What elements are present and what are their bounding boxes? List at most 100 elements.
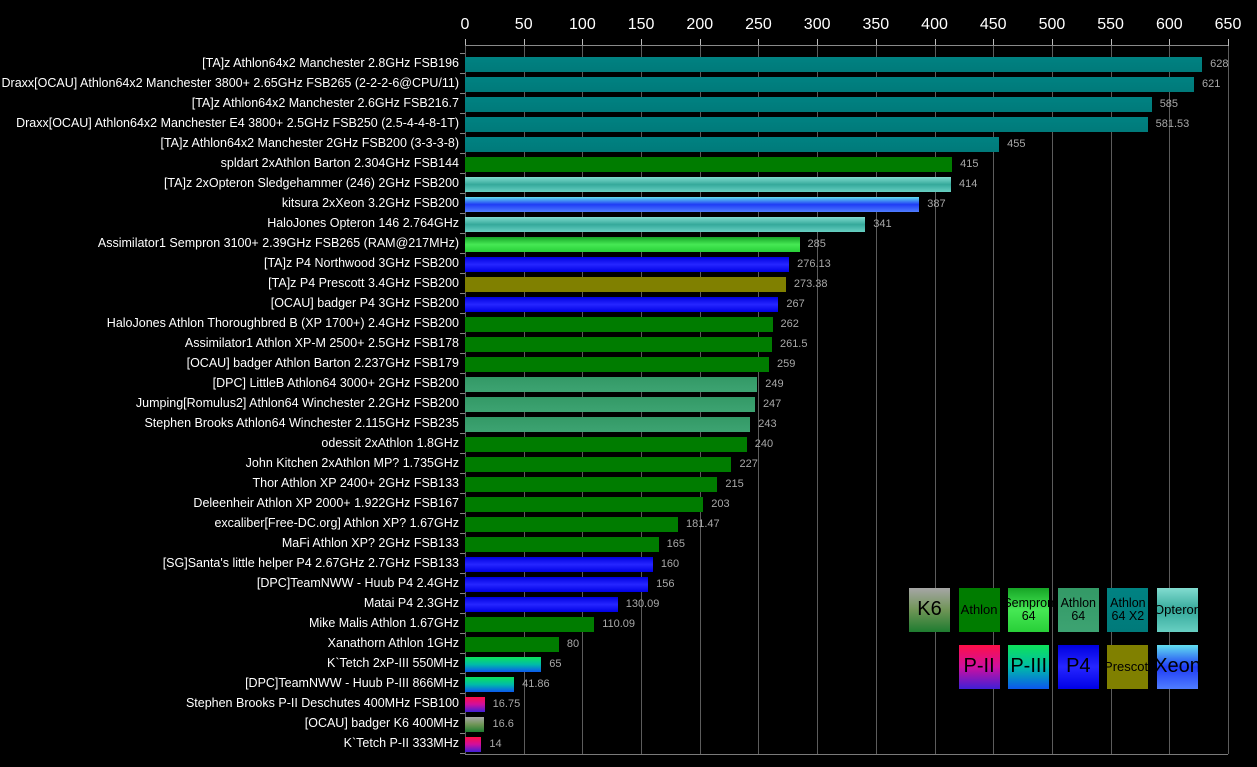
x-tick-mark (875, 39, 877, 46)
row-label: [TA]z Athlon64x2 Manchester 2.8GHz FSB19… (202, 56, 459, 70)
row-boundary-tick (460, 733, 465, 734)
bar (465, 736, 482, 752)
row-boundary-tick (460, 313, 465, 314)
row-label: MaFi Athlon XP? 2GHz FSB133 (281, 536, 459, 550)
row-label: [OCAU] badger K6 400MHz (304, 716, 459, 730)
gridline (1110, 46, 1112, 754)
row-boundary-tick (460, 533, 465, 534)
bar-row: 156 (465, 574, 1228, 594)
legend-label: 64 (1071, 609, 1086, 623)
row-label: [TA]z P4 Prescott 3.4GHz FSB200 (268, 276, 459, 290)
row-label: [SG]Santa's little helper P4 2.67GHz 2.7… (162, 556, 459, 570)
legend-label: Prescott (1104, 658, 1152, 674)
bar (465, 216, 866, 232)
legend-label: Opteron (1154, 601, 1201, 617)
x-tick-mark (1051, 39, 1053, 46)
bar-row: 160 (465, 554, 1228, 574)
bar-row: 16.6 (465, 714, 1228, 734)
bar-value: 259 (777, 358, 796, 370)
bar-row: 240 (465, 434, 1228, 454)
bar-value: 387 (927, 198, 946, 210)
x-axis: 0 50 100 150 200 250 300 350 400 450 500 550 600 650 (461, 12, 1241, 46)
bar (465, 276, 786, 292)
bar (465, 696, 485, 712)
legend-item-k6: K6 (909, 588, 950, 632)
row-boundary-tick (460, 513, 465, 514)
row-boundary-tick (460, 633, 465, 634)
bar (465, 336, 772, 352)
row-label: John Kitchen 2xAthlon MP? 1.735GHz (245, 456, 459, 470)
bar (465, 176, 951, 192)
bar-row: 16.75 (465, 694, 1228, 714)
bar (465, 376, 758, 392)
bar-value: 165 (666, 538, 686, 550)
row-label: kitsura 2xXeon 3.2GHz FSB200 (281, 196, 459, 210)
x-tick-mark (699, 39, 701, 46)
bar-row: 165 (465, 534, 1228, 554)
x-tick-mark (1110, 39, 1112, 46)
x-tick-mark (758, 39, 760, 46)
row-boundary-tick (460, 473, 465, 474)
x-tick-label: 100 (569, 16, 596, 33)
row-boundary-tick (460, 273, 465, 274)
row-boundary-tick (460, 373, 465, 374)
legend-item-p2: P-II (958, 645, 1000, 689)
legend-item-p4: P4 (1057, 645, 1099, 689)
row-boundary-tick (460, 53, 465, 54)
row-boundary-tick (460, 173, 465, 174)
x-tick-label: 300 (803, 16, 831, 33)
row-label: K`Tetch 2xP-III 550MHz (327, 656, 459, 670)
bar-row: 414 (465, 174, 1228, 194)
bar-value: 80 (566, 638, 580, 650)
row-boundary-tick (460, 393, 465, 394)
bar-row: 80 (465, 634, 1228, 654)
bar-value: 262 (780, 318, 799, 330)
row-boundary-tick (460, 453, 465, 454)
row-label: [DPC]TeamNWW - Huub P4 2.4GHz (256, 576, 459, 590)
x-tick-label: 400 (921, 16, 948, 33)
row-label: Mike Malis Athlon 1.67GHz (308, 616, 459, 630)
bar-value: 267 (786, 298, 805, 310)
x-tick-mark (1169, 39, 1171, 46)
bar-row: 130.09 (465, 594, 1228, 614)
row-label: Deleenheir Athlon XP 2000+ 1.922GHz FSB1… (193, 496, 459, 510)
bar-value: 261.5 (779, 338, 808, 350)
bar-value: 16.75 (492, 698, 521, 710)
row-label: Xanathorn Athlon 1GHz (327, 636, 459, 650)
x-tick-label: 450 (979, 16, 1007, 33)
bar (465, 296, 779, 312)
bar-value: 628 (1210, 58, 1229, 70)
bar (465, 536, 659, 552)
bar-value: 581.53 (1155, 118, 1190, 130)
row-boundary-tick (460, 133, 465, 134)
x-tick-label: 150 (627, 16, 655, 33)
legend-item-sempron64: Sempron 64 (1003, 588, 1054, 632)
row-boundary-tick (460, 493, 465, 494)
legend-item-athlon: Athlon (958, 588, 1000, 632)
x-tick-label: 250 (745, 16, 772, 33)
bar (465, 416, 751, 432)
legend-label: Athlon (1060, 595, 1097, 610)
bar (465, 256, 790, 272)
bar-value: 240 (754, 438, 774, 450)
x-tick-mark (817, 39, 819, 46)
bar-row: 285 (465, 234, 1228, 254)
bar-value: 160 (660, 558, 680, 570)
row-boundary-tick (460, 113, 465, 114)
legend-label: P4 (1066, 655, 1091, 678)
legend-item-opteron: Opteron (1154, 588, 1201, 632)
bar-row: 341 (465, 214, 1228, 234)
bar-value: 215 (725, 478, 744, 490)
row-label: Assimilator1 Sempron 3100+ 2.39GHz FSB26… (97, 236, 459, 250)
bar-value: 243 (758, 418, 777, 430)
bar-row: 65 (465, 654, 1228, 674)
row-boundary-tick (460, 573, 465, 574)
bar (465, 436, 747, 452)
legend-label: K6 (917, 598, 942, 621)
bar-value: 14 (489, 738, 502, 750)
x-tick-label: 550 (1097, 16, 1124, 33)
bar (465, 576, 649, 592)
bar (465, 716, 485, 732)
bar-row: 628 (465, 54, 1229, 74)
